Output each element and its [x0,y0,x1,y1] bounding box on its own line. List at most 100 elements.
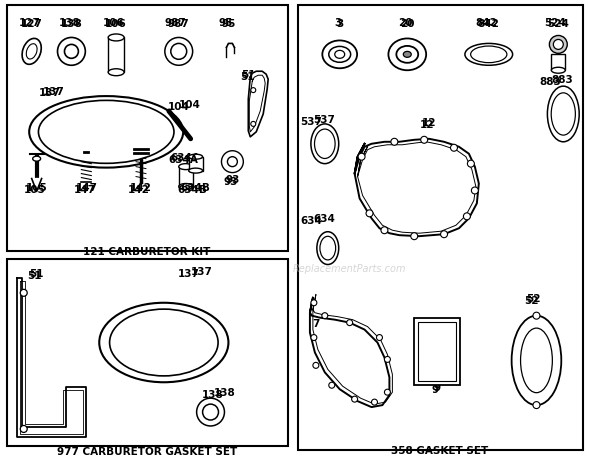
Text: 51: 51 [240,72,254,82]
Text: 95: 95 [221,18,235,28]
Text: 93: 93 [223,176,238,186]
Polygon shape [248,72,268,138]
Ellipse shape [20,290,27,297]
Ellipse shape [32,157,41,162]
Ellipse shape [329,47,350,63]
Ellipse shape [251,89,255,93]
Text: 987: 987 [165,17,186,28]
Ellipse shape [552,68,565,74]
Bar [298,6,583,450]
Text: 977 CARBURETOR GASKET SET: 977 CARBURETOR GASKET SET [57,446,237,456]
Ellipse shape [352,396,358,402]
Text: 138: 138 [202,389,224,399]
Text: 883: 883 [539,77,561,87]
Ellipse shape [358,154,365,161]
Text: 634B: 634B [178,184,208,194]
Ellipse shape [520,328,552,393]
Ellipse shape [441,231,448,238]
Text: 634: 634 [300,216,322,226]
Ellipse shape [99,303,228,382]
Text: 137: 137 [178,269,199,278]
Ellipse shape [29,97,183,168]
Ellipse shape [549,36,567,54]
Ellipse shape [171,45,186,60]
Text: 104: 104 [179,100,201,110]
Ellipse shape [189,155,202,160]
Text: 987: 987 [168,18,189,28]
Ellipse shape [165,39,193,66]
Text: 138: 138 [214,387,235,397]
Bar [7,6,288,252]
Ellipse shape [347,320,353,326]
Text: 137: 137 [191,266,212,276]
Ellipse shape [451,145,457,152]
Text: 51: 51 [241,70,255,80]
Text: 20: 20 [400,18,415,28]
Ellipse shape [388,39,426,71]
Text: 12: 12 [420,120,434,129]
Ellipse shape [110,309,218,376]
Ellipse shape [471,188,478,195]
Text: 7: 7 [312,318,320,328]
Text: 883: 883 [552,75,573,85]
Ellipse shape [20,425,27,432]
Ellipse shape [322,41,357,69]
Text: 51: 51 [30,269,44,278]
Text: 842: 842 [476,17,498,28]
Ellipse shape [38,101,174,164]
Text: 138: 138 [61,18,82,28]
Text: 12: 12 [422,118,437,128]
Ellipse shape [463,213,470,220]
Text: 842: 842 [478,18,500,28]
Ellipse shape [385,389,391,395]
Ellipse shape [311,300,317,306]
Ellipse shape [317,232,339,265]
Polygon shape [17,278,86,437]
Ellipse shape [329,382,335,388]
Bar [418,322,456,381]
Ellipse shape [404,52,411,58]
Ellipse shape [179,164,193,170]
Ellipse shape [251,122,255,127]
Text: 634A: 634A [169,154,199,164]
Text: ReplacementParts.com: ReplacementParts.com [293,263,407,274]
Polygon shape [310,298,389,407]
Ellipse shape [108,35,124,42]
Ellipse shape [551,94,575,136]
Ellipse shape [221,151,243,173]
Text: 104: 104 [168,102,189,112]
Ellipse shape [411,233,418,240]
Ellipse shape [311,335,317,341]
Bar [108,39,124,73]
Ellipse shape [320,237,336,260]
Ellipse shape [313,363,319,369]
Text: 93: 93 [225,174,240,184]
Ellipse shape [533,313,540,319]
Bar [414,318,460,386]
Text: 358 GASKET SET: 358 GASKET SET [391,445,489,455]
Bar [552,55,565,71]
Ellipse shape [421,137,428,144]
Ellipse shape [465,45,513,66]
Bar [7,259,288,446]
Ellipse shape [366,210,373,217]
Text: 137: 137 [42,87,64,97]
Text: 634: 634 [313,214,335,224]
Ellipse shape [322,313,328,319]
Ellipse shape [553,40,563,50]
Ellipse shape [64,45,78,59]
Ellipse shape [391,139,398,146]
Text: 127: 127 [19,17,41,28]
Ellipse shape [533,402,540,409]
Ellipse shape [372,399,378,405]
Text: 9: 9 [431,384,439,394]
Text: 106: 106 [105,18,127,28]
Text: 634A: 634A [171,152,201,162]
Text: 52: 52 [525,295,539,305]
Ellipse shape [512,316,561,405]
Text: 3: 3 [336,18,343,28]
Text: 138: 138 [58,17,80,28]
Text: 524: 524 [545,17,566,28]
Ellipse shape [467,161,474,168]
Ellipse shape [381,227,388,234]
